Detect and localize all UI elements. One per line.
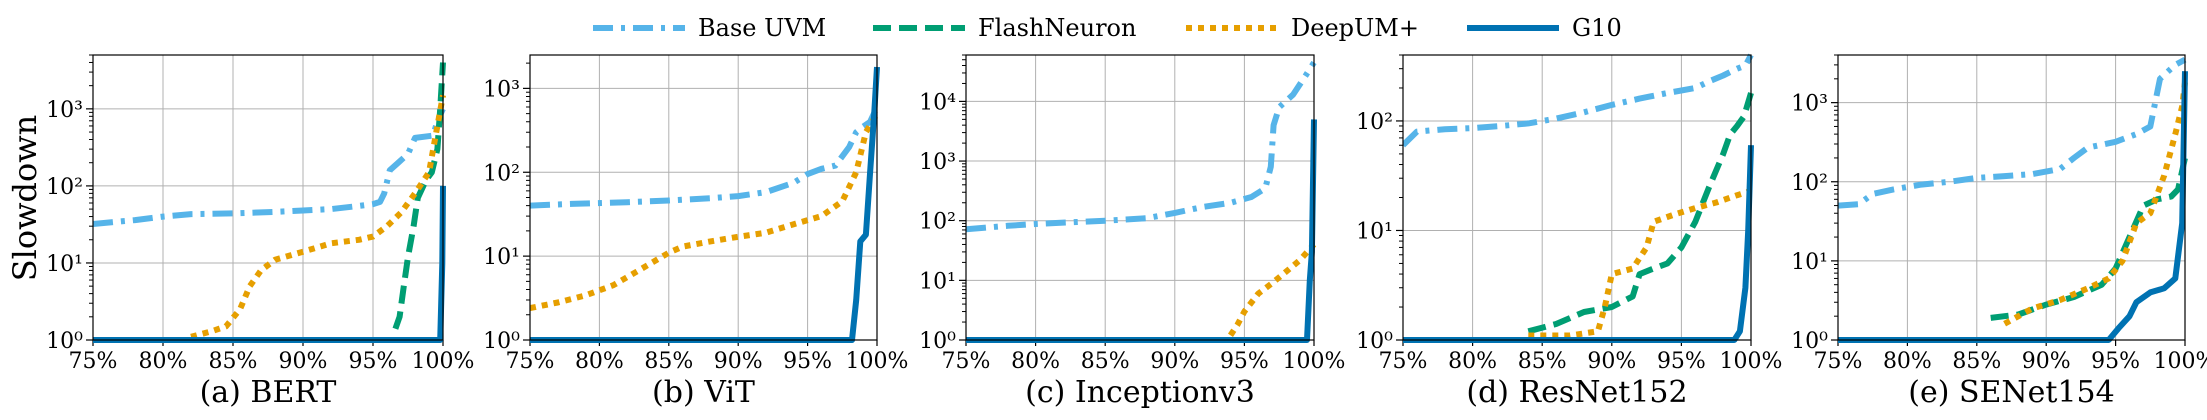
x-tick-label: 85% xyxy=(644,349,693,374)
y-tick-label: 10² xyxy=(1356,110,1393,135)
x-tick-label: 80% xyxy=(139,349,188,374)
panel-2: 75% 80% 85% 90% 95% 100% 10⁰ 10¹ 10² 10³ (b) ViT xyxy=(483,54,909,410)
panel-5: 75% 80% 85% 90% 95% 100% 10⁰ 10¹ 10² 10³ (e) SENet… xyxy=(1791,54,2207,410)
x-tick-label: 85% xyxy=(1081,349,1130,374)
y-tick-label: 10¹ xyxy=(1356,219,1393,244)
legend: Base UVM FlashNeuron DeepUM+ G10 xyxy=(593,14,1622,42)
panel-caption: (e) SENet154 xyxy=(1908,375,2114,410)
series-line-g10 xyxy=(530,66,880,343)
series-group xyxy=(1838,56,2188,343)
x-tick-label: 80% xyxy=(575,349,624,374)
series-line-base-uvm xyxy=(93,107,446,227)
legend-label-base-uvm: Base UVM xyxy=(698,14,826,42)
x-tick-label: 75% xyxy=(942,349,991,374)
y-tick-label: 10³ xyxy=(46,98,83,123)
y-tick-label: 10¹ xyxy=(46,252,83,277)
y-tick-label: 10² xyxy=(1791,171,1828,196)
x-tick-label: 95% xyxy=(349,349,398,374)
x-tick-label: 95% xyxy=(1657,349,1706,374)
series-line-deepum xyxy=(1528,188,1752,339)
series-line-deepum xyxy=(2003,82,2188,327)
panel-caption: (b) ViT xyxy=(652,375,755,410)
y-tick-label: 10¹ xyxy=(919,269,956,294)
x-tick-label: 80% xyxy=(1011,349,1060,374)
y-tick-label: 10³ xyxy=(483,77,520,102)
y-tick-label: 10² xyxy=(919,210,956,235)
panel-4: 75% 80% 85% 90% 95% 100% 10⁰ 10¹ 10² (d) ResNet15… xyxy=(1356,53,1783,410)
panel-caption: (d) ResNet152 xyxy=(1466,375,1687,410)
series-group xyxy=(93,62,446,343)
series-group xyxy=(530,66,880,343)
legend-label-deepum: DeepUM+ xyxy=(1291,14,1419,42)
series-line-g10 xyxy=(966,119,1317,343)
panel-caption: (c) Inceptionv3 xyxy=(1025,375,1255,410)
x-tick-label: 75% xyxy=(1814,349,1863,374)
series-line-base-uvm xyxy=(1403,53,1754,148)
y-tick-label: 10⁰ xyxy=(919,329,956,354)
x-tick-label: 80% xyxy=(1448,349,1497,374)
y-axis-label: Slowdown xyxy=(6,115,44,282)
panel-1: 75% 80% 85% 90% 95% 100% 10⁰ 10¹ 10² 10³ (a) BERT xyxy=(46,54,475,410)
panel-caption: (a) BERT xyxy=(200,375,337,410)
series-line-flashneuron xyxy=(1527,92,1754,335)
y-tick-label: 10² xyxy=(46,175,83,200)
axes-frame xyxy=(529,54,878,341)
x-tick-label: 100% xyxy=(846,349,909,374)
series-line-g10 xyxy=(1403,145,1754,343)
series-line-g10 xyxy=(1838,71,2188,343)
x-tick-label: 85% xyxy=(209,349,258,374)
x-tick-label: 75% xyxy=(1379,349,1428,374)
x-tick-label: 90% xyxy=(1587,349,1636,374)
x-tick-label: 100% xyxy=(1720,349,1783,374)
axes-frame xyxy=(1837,54,2186,341)
series-group xyxy=(966,60,1317,343)
y-tick-label: 10¹ xyxy=(1791,250,1828,275)
y-tick-label: 10³ xyxy=(1791,92,1828,117)
series-group xyxy=(1403,53,1754,343)
x-tick-label: 90% xyxy=(1150,349,1199,374)
series-line-deepum xyxy=(1227,242,1317,337)
series-line-base-uvm xyxy=(530,105,880,209)
x-tick-label: 75% xyxy=(506,349,555,374)
x-tick-label: 95% xyxy=(783,349,832,374)
axes-frame xyxy=(92,54,444,341)
legend-label-flashneuron: FlashNeuron xyxy=(978,14,1136,42)
x-tick-label: 90% xyxy=(279,349,328,374)
x-tick-label: 100% xyxy=(1283,349,1346,374)
x-tick-label: 90% xyxy=(714,349,763,374)
x-tick-label: 85% xyxy=(1518,349,1567,374)
y-tick-label: 10¹ xyxy=(483,245,520,270)
series-line-deepum xyxy=(530,112,880,312)
series-line-deepum xyxy=(190,94,446,340)
y-tick-label: 10⁴ xyxy=(919,90,956,115)
series-line-flashneuron xyxy=(392,62,446,330)
y-tick-label: 10⁰ xyxy=(1356,329,1393,354)
series-line-base-uvm xyxy=(966,60,1317,233)
legend-label-g10: G10 xyxy=(1572,14,1622,42)
x-tick-label: 95% xyxy=(1220,349,1269,374)
panel-3: 75% 80% 85% 90% 95% 100% 10⁰ 10¹ 10² 10³ 10⁴ (c) In… xyxy=(919,54,1346,410)
y-tick-label: 10⁰ xyxy=(1791,329,1828,354)
x-tick-label: 90% xyxy=(2022,349,2071,374)
series-line-base-uvm xyxy=(1838,56,2187,209)
y-tick-label: 10⁰ xyxy=(46,329,83,354)
x-tick-label: 85% xyxy=(1952,349,2001,374)
y-tick-label: 10² xyxy=(483,161,520,186)
y-tick-label: 10⁰ xyxy=(483,329,520,354)
axes-frame xyxy=(965,54,1315,341)
x-tick-label: 80% xyxy=(1883,349,1932,374)
x-tick-label: 75% xyxy=(69,349,118,374)
x-tick-label: 100% xyxy=(2154,349,2207,374)
axes-frame xyxy=(1402,54,1752,341)
x-tick-label: 95% xyxy=(2091,349,2140,374)
x-tick-label: 100% xyxy=(412,349,475,374)
y-tick-label: 10³ xyxy=(919,150,956,175)
